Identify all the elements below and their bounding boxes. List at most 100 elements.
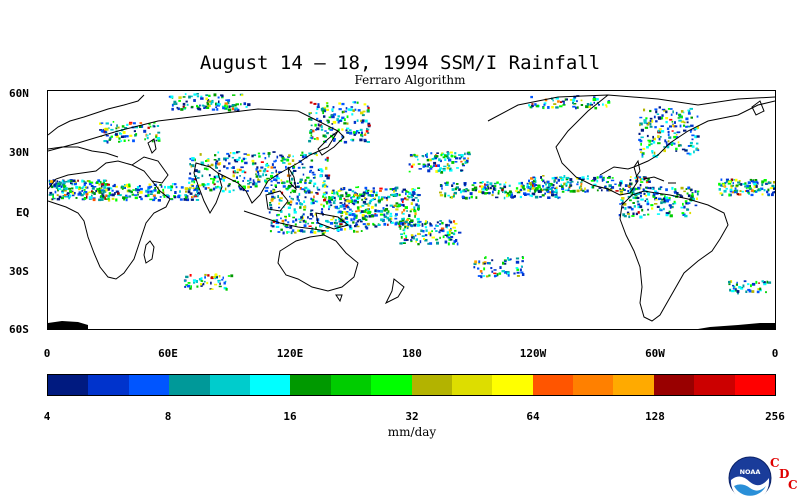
rainfall-pixel xyxy=(521,273,525,276)
rainfall-pixel xyxy=(631,192,633,195)
rainfall-pixel xyxy=(218,100,220,104)
rainfall-pixel xyxy=(521,260,524,263)
rainfall-pixel xyxy=(304,186,308,190)
rainfall-pixel xyxy=(738,183,741,186)
rainfall-pixel xyxy=(236,108,240,112)
rainfall-pixel xyxy=(675,150,678,152)
rainfall-pixel xyxy=(341,204,345,207)
rainfall-pixel xyxy=(695,147,698,151)
rainfall-pixel xyxy=(475,188,478,191)
rainfall-pixel xyxy=(200,284,203,287)
rainfall-pixel xyxy=(215,275,218,278)
rainfall-pixel xyxy=(416,217,420,221)
rainfall-pixel xyxy=(227,275,230,277)
rainfall-pixel xyxy=(163,195,166,198)
rainfall-pixel xyxy=(205,94,209,97)
rainfall-pixel xyxy=(489,182,493,186)
rainfall-pixel xyxy=(689,107,693,110)
rainfall-pixel xyxy=(139,122,143,124)
rainfall-pixel xyxy=(451,188,455,191)
rainfall-pixel xyxy=(104,130,107,134)
rainfall-pixel xyxy=(654,126,657,129)
rainfall-pixel xyxy=(282,161,286,164)
rainfall-pixel xyxy=(246,153,250,156)
rainfall-pixel xyxy=(440,184,443,188)
rainfall-pixel xyxy=(718,182,721,186)
rainfall-pixel xyxy=(410,239,413,241)
rainfall-pixel xyxy=(629,182,632,186)
rainfall-pixel xyxy=(193,180,196,184)
rainfall-pixel xyxy=(66,192,70,195)
rainfall-pixel xyxy=(442,169,446,172)
rainfall-pixel xyxy=(667,130,670,133)
rainfall-pixel xyxy=(416,224,420,227)
rainfall-pixel xyxy=(442,235,445,239)
rainfall-pixel xyxy=(398,225,401,227)
rainfall-pixel xyxy=(593,96,596,100)
rainfall-pixel xyxy=(282,155,284,158)
rainfall-pixel xyxy=(440,170,444,174)
rainfall-pixel xyxy=(366,222,370,226)
rainfall-pixel xyxy=(281,219,285,223)
rainfall-pixel xyxy=(379,190,382,192)
rainfall-pixel xyxy=(359,205,362,208)
rainfall-pixel xyxy=(431,166,434,168)
rainfall-pixel xyxy=(351,210,354,213)
rainfall-pixel xyxy=(729,189,733,193)
rainfall-pixel xyxy=(730,184,733,188)
rainfall-pixel xyxy=(398,225,402,228)
rainfall-pixel xyxy=(378,196,380,200)
rainfall-pixel xyxy=(322,134,326,138)
rainfall-pixel xyxy=(324,158,327,161)
rainfall-pixel xyxy=(665,213,669,217)
rainfall-pixel xyxy=(325,108,329,111)
rainfall-pixel xyxy=(157,138,161,141)
rainfall-pixel xyxy=(346,122,349,125)
rainfall-pixel xyxy=(233,159,238,162)
rainfall-pixel xyxy=(569,99,573,101)
rainfall-pixel xyxy=(389,215,393,217)
rainfall-pixel xyxy=(310,210,312,213)
rainfall-pixel xyxy=(639,215,643,219)
rainfall-pixel xyxy=(446,181,449,184)
rainfall-pixel xyxy=(412,188,416,191)
rainfall-pixel xyxy=(246,190,249,192)
rainfall-pixel xyxy=(112,121,115,123)
rainfall-pixel xyxy=(679,194,682,196)
rainfall-pixel xyxy=(205,97,208,101)
rainfall-pixel xyxy=(265,173,268,176)
rainfall-pixel xyxy=(293,165,296,169)
rainfall-pixel xyxy=(323,115,326,118)
rainfall-pixel xyxy=(619,181,622,185)
rainfall-pixel xyxy=(86,195,88,199)
rainfall-pixel xyxy=(362,217,366,221)
rainfall-pixel xyxy=(209,188,213,192)
rainfall-pixel xyxy=(365,208,368,211)
rainfall-layer xyxy=(48,93,775,295)
rainfall-pixel xyxy=(191,180,194,182)
rainfall-pixel xyxy=(334,222,338,225)
rainfall-pixel xyxy=(604,104,607,106)
rainfall-pixel xyxy=(275,169,277,173)
rainfall-pixel xyxy=(90,181,94,184)
rainfall-pixel xyxy=(384,208,389,211)
rainfall-pixel xyxy=(467,153,471,156)
rainfall-pixel xyxy=(580,187,582,191)
rainfall-pixel xyxy=(732,185,735,187)
rainfall-pixel xyxy=(227,184,231,187)
rainfall-pixel xyxy=(744,182,747,185)
rainfall-pixel xyxy=(313,138,316,140)
rainfall-pixel xyxy=(214,164,217,168)
rainfall-pixel xyxy=(520,265,523,268)
rainfall-pixel xyxy=(532,184,534,187)
rainfall-pixel xyxy=(641,155,644,158)
rainfall-pixel xyxy=(442,168,446,170)
caspian-coastline xyxy=(147,138,157,154)
rainfall-pixel xyxy=(66,193,69,196)
rainfall-pixel xyxy=(107,127,110,129)
rainfall-pixel xyxy=(507,257,509,260)
rainfall-pixel xyxy=(322,231,326,234)
rainfall-pixel xyxy=(147,194,150,197)
rainfall-pixel xyxy=(361,214,365,217)
rainfall-pixel xyxy=(131,193,134,196)
